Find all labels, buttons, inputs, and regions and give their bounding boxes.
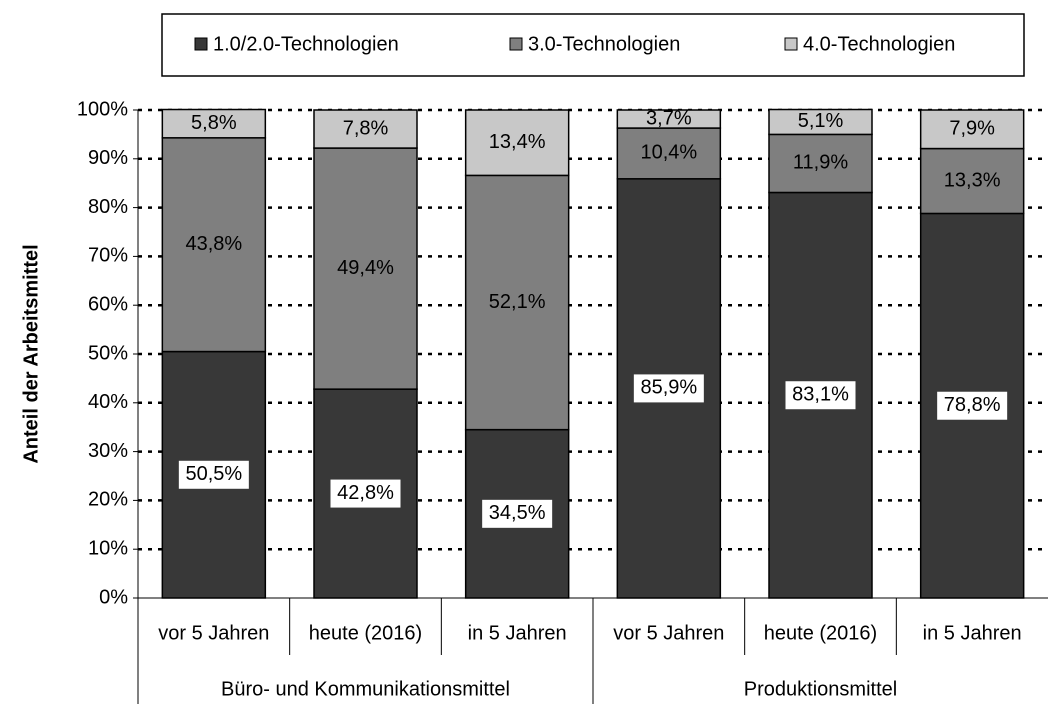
y-tick-label: 20% bbox=[88, 489, 128, 511]
y-axis-title: Anteil der Arbeitsmittel bbox=[20, 244, 42, 463]
legend-label: 3.0-Technologien bbox=[528, 33, 680, 55]
label-box bbox=[330, 479, 401, 508]
y-tick-label: 50% bbox=[88, 342, 128, 364]
value-label: 34,5% bbox=[489, 502, 546, 524]
label-box bbox=[937, 391, 1008, 420]
bar-segment bbox=[313, 147, 418, 390]
value-label: 5,8% bbox=[191, 112, 237, 134]
value-label: 49,4% bbox=[337, 257, 394, 279]
y-tick-label: 40% bbox=[88, 391, 128, 413]
bar-segment bbox=[161, 108, 267, 139]
value-label: 7,8% bbox=[343, 117, 389, 139]
legend-swatch bbox=[194, 37, 208, 51]
value-label: 52,1% bbox=[489, 291, 546, 313]
bar-segment bbox=[313, 109, 418, 149]
y-tick-label: 80% bbox=[88, 196, 128, 218]
label-box bbox=[178, 460, 249, 489]
bar-segment bbox=[616, 109, 722, 129]
x-tick-label: heute (2016) bbox=[764, 622, 877, 644]
value-label: 42,8% bbox=[337, 482, 394, 504]
bar-segment bbox=[768, 108, 873, 136]
x-tick-label: in 5 Jahren bbox=[468, 622, 567, 644]
value-label: 5,1% bbox=[798, 110, 844, 132]
value-label: 83,1% bbox=[792, 384, 849, 406]
y-tick-label: 70% bbox=[88, 245, 128, 267]
value-label: 85,9% bbox=[640, 377, 697, 399]
legend-label: 1.0/2.0-Technologien bbox=[213, 33, 399, 55]
bar-segment bbox=[768, 133, 873, 194]
label-box bbox=[785, 381, 856, 410]
x-tick-label: heute (2016) bbox=[309, 622, 422, 644]
y-tick-label: 0% bbox=[99, 586, 128, 608]
group-label: Büro- und Kommunikationsmittel bbox=[221, 678, 510, 700]
x-tick-label: in 5 Jahren bbox=[923, 622, 1022, 644]
value-label: 3,7% bbox=[646, 107, 692, 129]
value-label: 13,4% bbox=[489, 131, 546, 153]
y-tick-label: 30% bbox=[88, 440, 128, 462]
x-tick-label: vor 5 Jahren bbox=[613, 622, 724, 644]
y-tick-label: 10% bbox=[88, 537, 128, 559]
bar-segment bbox=[616, 127, 722, 180]
y-tick-label: 90% bbox=[88, 147, 128, 169]
bar-segment bbox=[919, 109, 1025, 150]
label-box bbox=[482, 499, 553, 528]
y-tick-label: 100% bbox=[77, 98, 128, 120]
value-label: 13,3% bbox=[944, 169, 1001, 191]
value-label: 50,5% bbox=[185, 463, 242, 485]
legend-box bbox=[161, 13, 1025, 77]
legend-label: 4.0-Technologien bbox=[803, 33, 955, 55]
group-label: Produktionsmittel bbox=[744, 678, 897, 700]
label-box bbox=[633, 374, 704, 403]
y-tick-label: 60% bbox=[88, 293, 128, 315]
legend-swatch bbox=[784, 37, 798, 51]
legend-swatch bbox=[509, 37, 523, 51]
x-tick-label: vor 5 Jahren bbox=[158, 622, 269, 644]
bar-segment bbox=[919, 147, 1025, 215]
bar-segment bbox=[464, 109, 570, 177]
value-label: 43,8% bbox=[185, 233, 242, 255]
bar-segment bbox=[464, 174, 570, 431]
bar-segment bbox=[161, 137, 267, 353]
value-label: 7,9% bbox=[949, 118, 995, 140]
value-label: 10,4% bbox=[640, 142, 697, 164]
value-label: 78,8% bbox=[944, 394, 1001, 416]
value-label: 11,9% bbox=[793, 152, 848, 174]
